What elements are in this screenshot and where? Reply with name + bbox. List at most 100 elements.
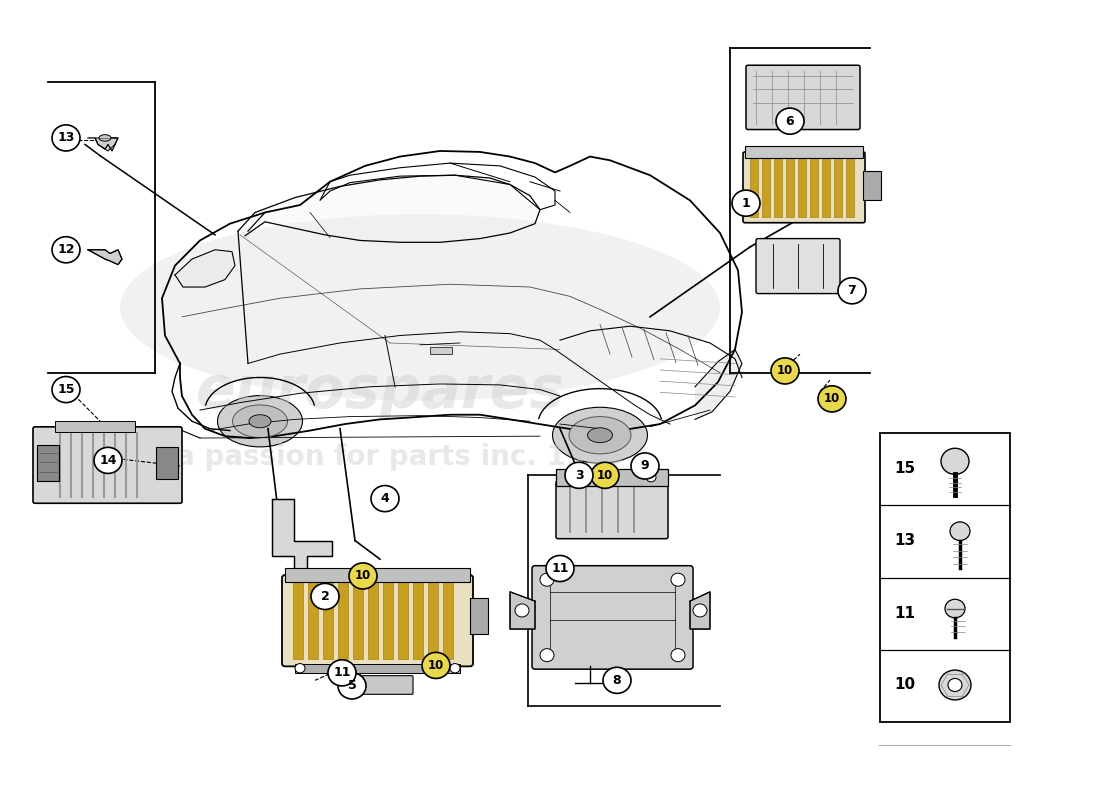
Bar [443, 582, 453, 659]
Text: 10: 10 [824, 392, 840, 406]
Circle shape [732, 190, 760, 216]
FancyBboxPatch shape [742, 152, 865, 222]
Polygon shape [272, 498, 332, 573]
Circle shape [693, 604, 707, 617]
Bar [774, 158, 782, 217]
Circle shape [950, 522, 970, 541]
Circle shape [631, 453, 659, 479]
Polygon shape [95, 138, 118, 151]
Circle shape [591, 462, 619, 488]
Polygon shape [510, 592, 535, 629]
Bar [412, 582, 424, 659]
Polygon shape [175, 250, 235, 287]
Bar [323, 582, 333, 659]
Bar [430, 346, 452, 354]
Bar [834, 158, 842, 217]
Bar [383, 582, 393, 659]
Bar [750, 158, 758, 217]
Bar [822, 158, 830, 217]
Circle shape [776, 108, 804, 134]
Circle shape [838, 278, 866, 304]
Polygon shape [695, 350, 743, 419]
Text: 15: 15 [57, 383, 75, 396]
Bar [810, 158, 818, 217]
Circle shape [940, 448, 969, 474]
Text: 10: 10 [894, 678, 915, 693]
Circle shape [546, 555, 574, 582]
Circle shape [646, 473, 656, 482]
FancyBboxPatch shape [556, 481, 668, 538]
Circle shape [939, 670, 971, 700]
Polygon shape [238, 175, 540, 242]
Text: 3: 3 [574, 469, 583, 482]
Bar [762, 158, 770, 217]
Bar [398, 582, 408, 659]
Text: 9: 9 [640, 459, 649, 473]
Bar [864, 170, 881, 200]
FancyBboxPatch shape [532, 566, 693, 669]
FancyBboxPatch shape [746, 66, 860, 130]
FancyBboxPatch shape [341, 676, 412, 694]
Circle shape [671, 649, 685, 662]
Ellipse shape [587, 428, 613, 442]
Circle shape [948, 678, 962, 691]
Text: 8: 8 [613, 674, 621, 687]
Circle shape [540, 649, 554, 662]
Text: 1: 1 [741, 197, 750, 210]
Text: 7: 7 [848, 284, 857, 298]
Circle shape [568, 473, 578, 482]
Circle shape [540, 573, 554, 586]
Bar [880, 434, 1010, 722]
Bar [353, 582, 363, 659]
Text: 11: 11 [333, 666, 351, 679]
FancyBboxPatch shape [756, 238, 840, 294]
Circle shape [603, 667, 631, 694]
Text: 10: 10 [597, 469, 613, 482]
Bar [55, 422, 135, 433]
Bar [428, 582, 438, 659]
Text: eurospares: eurospares [196, 363, 564, 420]
Circle shape [771, 358, 799, 384]
Circle shape [94, 447, 122, 474]
FancyBboxPatch shape [282, 575, 473, 666]
Bar [37, 446, 59, 481]
Ellipse shape [218, 396, 302, 447]
Circle shape [295, 663, 305, 673]
Ellipse shape [552, 407, 648, 463]
Bar [295, 663, 460, 673]
Ellipse shape [249, 414, 271, 428]
Circle shape [565, 462, 593, 488]
Bar [368, 582, 378, 659]
Text: 2: 2 [320, 590, 329, 603]
Circle shape [422, 652, 450, 678]
Text: 13: 13 [57, 131, 75, 145]
Text: 10: 10 [355, 570, 371, 582]
Bar [156, 447, 178, 479]
Circle shape [515, 604, 529, 617]
Bar [470, 598, 488, 634]
Text: 15: 15 [894, 462, 915, 476]
Text: 907 03: 907 03 [911, 791, 979, 800]
Text: a passion for parts inc. 1995: a passion for parts inc. 1995 [176, 442, 624, 470]
Bar [285, 569, 470, 582]
Circle shape [328, 660, 356, 686]
Circle shape [349, 563, 377, 589]
Text: 10: 10 [428, 659, 444, 672]
Bar [308, 582, 318, 659]
Text: 12: 12 [57, 243, 75, 256]
FancyBboxPatch shape [876, 746, 1014, 800]
Ellipse shape [120, 214, 720, 401]
Ellipse shape [99, 134, 111, 141]
Circle shape [52, 377, 80, 402]
Circle shape [450, 663, 460, 673]
Circle shape [671, 573, 685, 586]
Circle shape [371, 486, 399, 512]
Circle shape [52, 237, 80, 263]
Text: 14: 14 [99, 454, 117, 467]
Bar [846, 158, 854, 217]
Text: 11: 11 [551, 562, 569, 575]
Text: 11: 11 [894, 606, 915, 621]
Circle shape [945, 599, 965, 618]
Polygon shape [88, 250, 122, 265]
Text: 4: 4 [381, 492, 389, 505]
